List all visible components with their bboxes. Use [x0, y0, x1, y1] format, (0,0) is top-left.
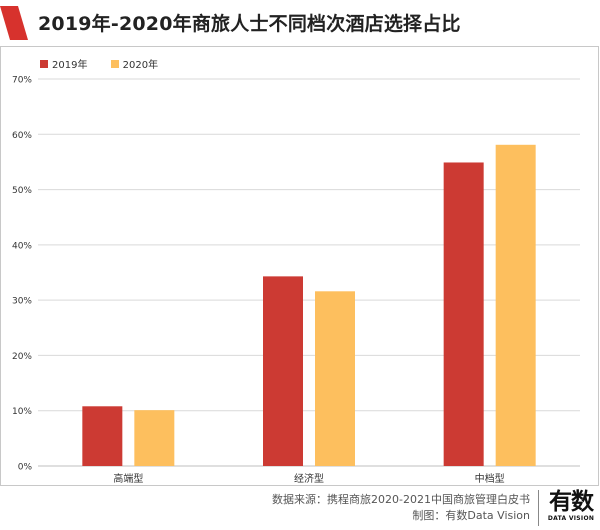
footer: 数据来源：携程商旅2020-2021中国商旅管理白皮书 制图：有数Data Vi… — [272, 492, 530, 524]
legend-item-2020: 2020年 — [110, 56, 159, 71]
title-accent-icon — [0, 6, 28, 40]
y-tick-label: 20% — [12, 352, 32, 362]
credit-note: 制图：有数Data Vision — [412, 509, 530, 522]
brand-logo-subtitle: DATA VISION — [547, 515, 595, 522]
x-tick-label: 高端型 — [113, 472, 143, 485]
legend: 2019年 2020年 — [40, 56, 178, 71]
x-tick-label: 经济型 — [294, 472, 324, 485]
footer-divider — [538, 490, 539, 526]
bar-2020 — [134, 410, 175, 466]
bar-chart: 0% 10% 20% 30% 40% 50% 60% 70% 高端型 经济型 中档型 — [12, 76, 580, 485]
y-tick-label: 40% — [12, 241, 32, 251]
y-tick-label: 60% — [12, 131, 32, 141]
y-tick-label: 0% — [18, 463, 33, 473]
x-tick-label: 中档型 — [475, 472, 505, 485]
legend-swatch-2020 — [110, 59, 119, 68]
y-tick-label: 70% — [12, 76, 32, 86]
legend-item-2019: 2019年 — [40, 56, 87, 71]
y-tick-label: 10% — [12, 407, 32, 417]
brand-logo: 有数 DATA VISION — [546, 489, 596, 523]
bar-2019 — [82, 406, 123, 466]
y-tick-label: 50% — [12, 186, 32, 196]
bar-2020 — [495, 144, 536, 467]
source-note: 数据来源：携程商旅2020-2021中国商旅管理白皮书 — [272, 493, 530, 506]
bar-2019 — [263, 276, 303, 466]
legend-label-2020: 2020年 — [122, 60, 159, 71]
y-tick-label: 30% — [12, 297, 32, 307]
brand-logo-text: 有数 — [549, 489, 594, 515]
bar-2020 — [315, 291, 355, 466]
title-bar: 2019年-2020年商旅人士不同档次酒店选择占比 — [0, 0, 600, 44]
legend-swatch-2019 — [40, 59, 48, 68]
chart-title: 2019年-2020年商旅人士不同档次酒店选择占比 — [38, 13, 461, 35]
legend-label-2019: 2019年 — [52, 60, 88, 71]
chart-frame — [0, 46, 599, 486]
bar-2019 — [443, 162, 484, 466]
